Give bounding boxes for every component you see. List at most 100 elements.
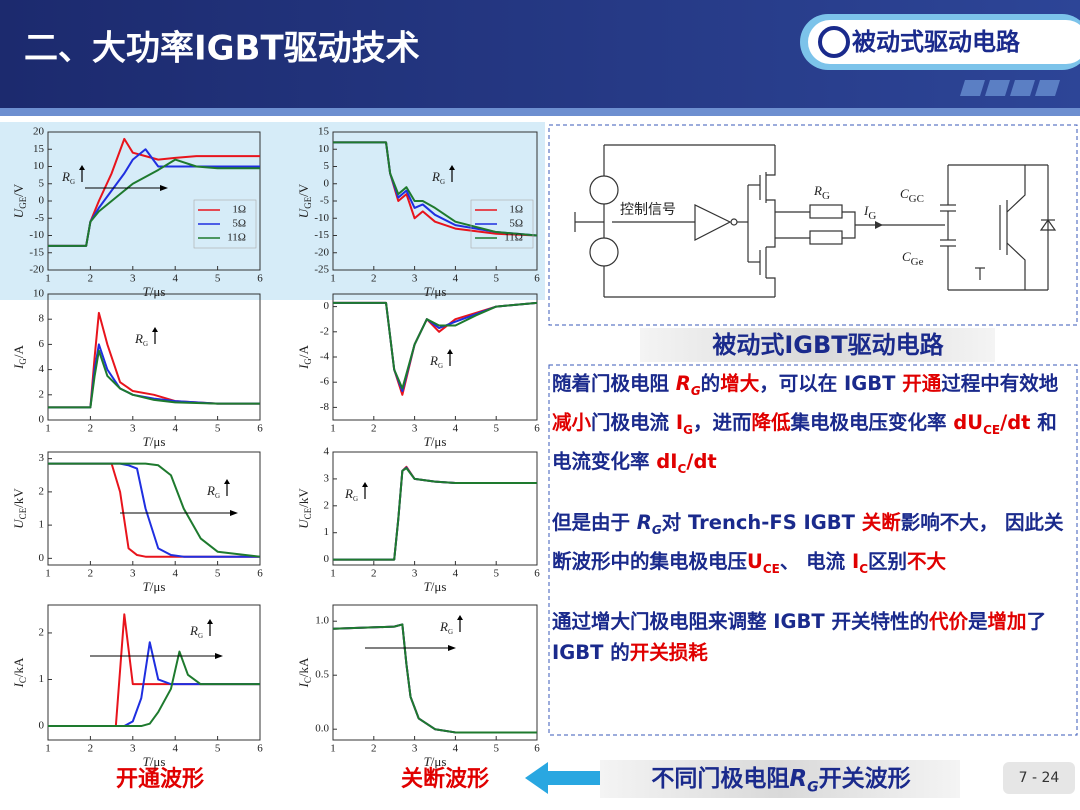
y-axis-label-subscript: GE <box>303 196 313 208</box>
cgc-label-subscript: GC <box>909 193 924 205</box>
series-line <box>332 623 537 734</box>
y-tick-label: -15 <box>29 246 44 258</box>
x-tick-label: 5 <box>215 423 221 435</box>
x-tick-label: 2 <box>88 423 94 435</box>
x-axis-label: T/μs <box>424 579 447 594</box>
text-run: dU <box>953 410 984 434</box>
series-line <box>48 613 260 728</box>
y-tick-label: -10 <box>29 229 44 241</box>
series-line <box>48 462 261 558</box>
x-axis-label-symbol: T <box>143 434 151 449</box>
y-tick-label: 3 <box>39 452 45 464</box>
text-run: 了 IGBT 的 <box>552 610 1047 665</box>
cgc-label: CGC <box>900 186 924 205</box>
x-tick-label: 5 <box>493 273 499 285</box>
x-axis-label-unit: /μs <box>431 284 447 299</box>
rg-annotation: RG <box>206 483 220 500</box>
plot-frame <box>332 451 538 566</box>
circuit-diagram <box>574 144 1057 298</box>
text-run: 区别 <box>868 549 908 573</box>
x-tick-label: 3 <box>130 423 136 435</box>
y-axis-label-subscript: C <box>18 677 28 683</box>
text-run: R <box>789 766 808 792</box>
x-axis-label-unit: /μs <box>150 284 166 299</box>
x-tick-label: 5 <box>215 743 221 755</box>
rg-annotation-subscript: G <box>198 632 203 640</box>
text-run: 的 <box>700 372 721 395</box>
text-run: ，进而 <box>692 410 752 434</box>
text-run: R <box>675 372 691 395</box>
y-tick-label: 2 <box>39 485 45 497</box>
turn-off-caption: 关断波形 <box>401 766 489 792</box>
y-axis-label-symbol: I <box>296 682 311 688</box>
y-tick-label: 0 <box>39 195 45 207</box>
y-tick-label: 1 <box>39 673 45 685</box>
text-run: C <box>859 561 869 576</box>
y-axis-label-symbol: U <box>11 207 26 218</box>
text-run: G <box>690 383 701 398</box>
y-tick-label: 0.5 <box>315 669 329 681</box>
y-tick-label: 0.0 <box>315 723 329 735</box>
y-tick-label: -4 <box>320 351 330 363</box>
paragraph: 随着门极电阻 RG的增大，可以在 IGBT 开通过程中有效地减小门极电流 IG，… <box>552 368 1072 485</box>
cge-label-symbol: C <box>902 249 911 264</box>
text-run: 过程中有效地 <box>941 372 1059 395</box>
x-tick-label: 5 <box>493 568 499 580</box>
text-run: 不大 <box>907 549 947 573</box>
x-axis-label-symbol: T <box>143 579 151 594</box>
y-tick-label: 1 <box>324 526 330 538</box>
y-axis-label: UCE/kV <box>11 488 28 529</box>
plot-frame <box>47 451 261 566</box>
text-run: U <box>747 549 763 573</box>
y-tick-label: 0 <box>324 553 330 565</box>
series-line <box>333 467 537 561</box>
series-line <box>48 343 260 409</box>
y-axis-label-subscript: G <box>303 358 313 365</box>
rg-annotation-subscript: G <box>353 495 358 503</box>
text-run: CE <box>983 422 1001 437</box>
x-axis-label-symbol: T <box>143 754 151 769</box>
text-run: 集电极电压变化率 <box>790 410 954 434</box>
cgc-label-symbol: C <box>900 186 909 201</box>
legend-label: 5Ω <box>509 218 523 230</box>
y-tick-label: 5 <box>39 177 45 189</box>
x-tick-label: 2 <box>371 423 377 435</box>
rg-annotation: RG <box>431 169 445 186</box>
rg-annotation-subscript: G <box>215 492 220 500</box>
annotation-arrowhead <box>457 615 463 620</box>
rg-annotation-subscript: G <box>438 362 443 370</box>
x-tick-label: 6 <box>534 273 540 285</box>
text-run: 通过增大门极电阻来调整 IGBT 开关特性的 <box>552 610 930 634</box>
x-tick-label: 2 <box>371 273 377 285</box>
series-line <box>333 301 538 396</box>
header-strip <box>0 108 1080 116</box>
x-axis-label: T/μs <box>143 284 166 299</box>
rg-annotation: RG <box>429 353 443 370</box>
x-tick-label: 2 <box>371 743 377 755</box>
x-axis-label: T/μs <box>143 434 166 449</box>
y-tick-label: -15 <box>314 229 329 241</box>
circuit-box <box>548 124 1078 326</box>
series-line <box>333 301 538 390</box>
paragraph: 通过增大门极电阻来调整 IGBT 开关特性的代价是增加了 IGBT 的开关损耗 <box>552 606 1072 668</box>
ig-label-symbol: I <box>863 203 869 218</box>
bottom-caption: 不同门极电阻RG开关波形 <box>606 761 956 797</box>
x-tick-label: 2 <box>88 568 94 580</box>
y-axis-label: IG/A <box>296 344 313 369</box>
x-tick-label: 1 <box>45 423 51 435</box>
text-run: 增加 <box>987 610 1027 634</box>
rg-annotation: RG <box>189 623 203 640</box>
highlight-band <box>0 122 545 300</box>
x-tick-label: 4 <box>172 568 178 580</box>
y-tick-label: 10 <box>33 288 45 300</box>
rg-annotation: RG <box>61 169 75 186</box>
y-axis-label-unit: /kA <box>296 657 311 677</box>
text-run: /dt <box>686 449 717 473</box>
y-tick-label: 4 <box>39 363 45 375</box>
rg-label-subscript: G <box>822 190 830 202</box>
y-tick-label: -20 <box>29 264 44 276</box>
series-line <box>48 650 260 728</box>
y-tick-label: -20 <box>314 246 329 258</box>
legend-label: 1Ω <box>232 204 246 216</box>
x-tick-label: 1 <box>45 273 51 285</box>
